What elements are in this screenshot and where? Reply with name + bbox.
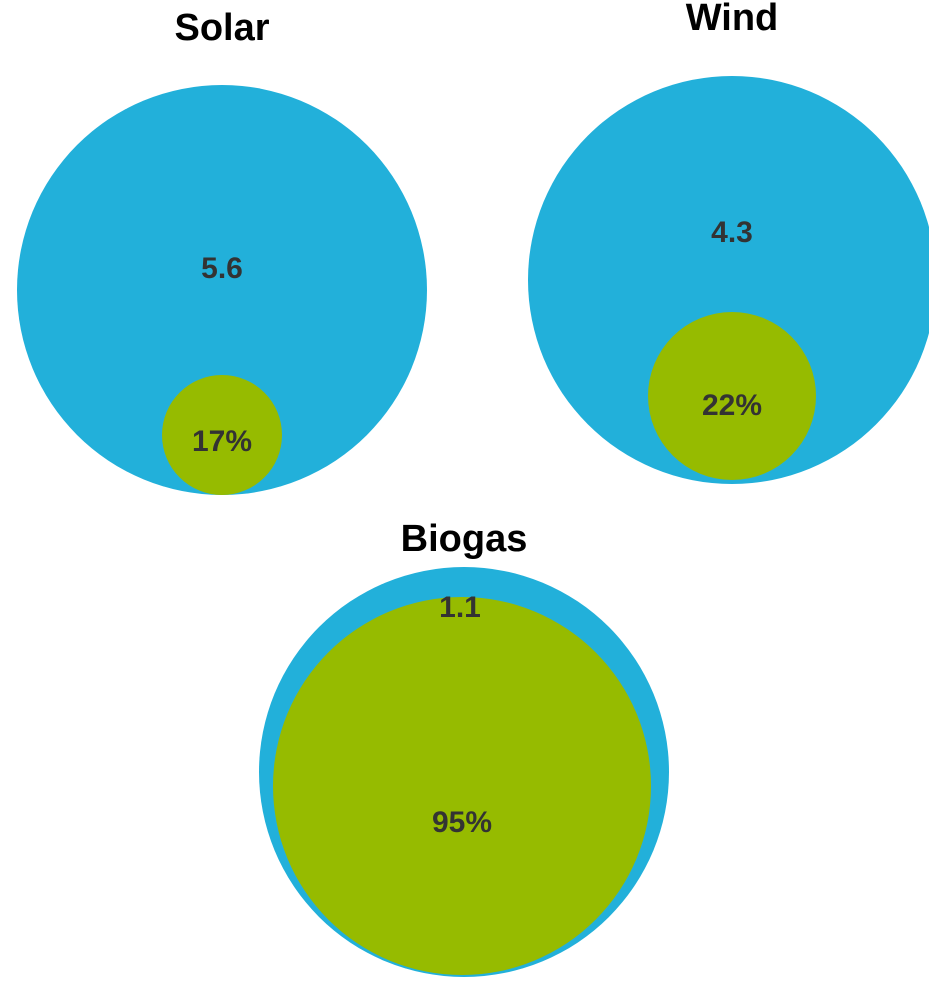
inner-circle-biogas <box>273 597 651 975</box>
outer-circle-wind <box>528 76 929 484</box>
share-label-wind: 22% <box>702 389 762 422</box>
total-label-biogas: 1.1 <box>439 591 481 624</box>
total-label-solar: 5.6 <box>201 252 243 285</box>
panel-title-solar: Solar <box>174 7 269 49</box>
panel-title-wind: Wind <box>686 0 779 39</box>
panel-title-biogas: Biogas <box>401 518 528 560</box>
total-label-wind: 4.3 <box>711 216 753 249</box>
panel-wind: Wind 4.3 22% <box>528 0 929 484</box>
share-label-biogas: 95% <box>432 806 492 839</box>
panel-biogas: Biogas 1.1 95% <box>259 518 669 977</box>
panel-solar: Solar 5.6 17% <box>17 7 427 495</box>
outer-circle-solar <box>17 85 427 495</box>
share-label-solar: 17% <box>192 425 252 458</box>
inner-circle-wind <box>648 312 816 480</box>
inner-circle-solar <box>162 375 282 495</box>
